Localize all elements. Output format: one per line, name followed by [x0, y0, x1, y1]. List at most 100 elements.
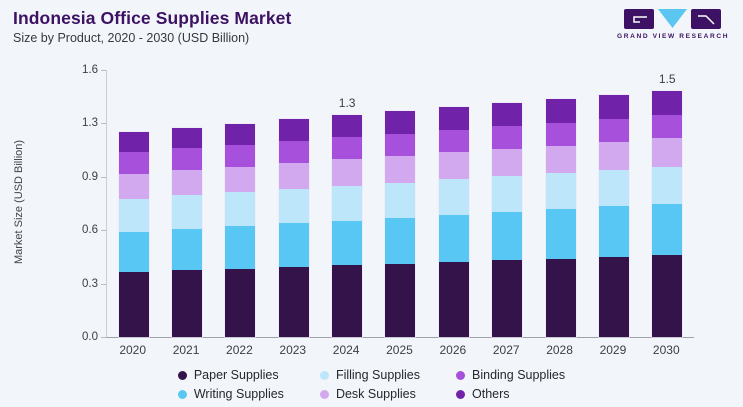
- y-tick-mark: [101, 230, 107, 232]
- bar-segment: [598, 141, 629, 170]
- bar-segment: [652, 166, 683, 204]
- bar-segment: [118, 198, 149, 232]
- legend-marker-icon: [456, 389, 466, 399]
- legend-label: Filling Supplies: [335, 368, 421, 382]
- legend-label: Others: [472, 387, 510, 401]
- bar-segment: [385, 156, 416, 183]
- bar-segment: [118, 151, 149, 174]
- x-tick-label: 2022: [226, 343, 253, 357]
- bar-segment: [438, 152, 469, 180]
- bar-group-2025: [374, 70, 427, 338]
- legend: Paper Supplies Filling Supplies Binding Su…: [0, 368, 743, 401]
- bar-value-label: 1.5: [658, 71, 676, 86]
- x-tick-label: 2028: [546, 343, 573, 357]
- legend-marker-icon: [319, 370, 329, 380]
- bar-segment: [278, 188, 309, 224]
- bar-segment: [598, 256, 629, 337]
- y-tick-mark: [101, 70, 107, 71]
- bar-segment: [385, 217, 416, 264]
- legend-label: Desk Supplies: [335, 387, 416, 401]
- bar-segment: [332, 185, 363, 221]
- brand-logo: GRAND VIEW RESEARCH: [617, 8, 729, 40]
- y-axis-title: Market Size (USD Billion): [13, 139, 25, 265]
- x-tick-label: 2021: [172, 343, 200, 357]
- bar-segment: [172, 270, 203, 337]
- bar-stack: [491, 102, 524, 338]
- bar-segment: [652, 90, 683, 116]
- bar-segment: [492, 148, 523, 177]
- bar-segment: [492, 176, 523, 213]
- gvr-logo-icon: [624, 9, 721, 29]
- bar-segment: [545, 209, 576, 259]
- legend-item: Filling Supplies: [319, 368, 421, 382]
- bar-group-2028: [534, 70, 587, 338]
- bar-segment: [332, 220, 363, 266]
- bar-segment: [598, 169, 629, 207]
- x-tick-label: 2025: [386, 343, 413, 357]
- bar-segment: [438, 129, 469, 153]
- bar-group-2027: [481, 70, 534, 338]
- y-tick-label: 0.3: [82, 277, 98, 290]
- x-tick-label: 2029: [599, 343, 627, 357]
- legend-item: Paper Supplies: [177, 368, 284, 382]
- bar-stack: [331, 114, 364, 338]
- bar-segment: [225, 192, 256, 227]
- bars-container: 1.3 1.5: [107, 70, 694, 339]
- legend-label: Binding Supplies: [472, 368, 566, 382]
- bar-value-label: 1.3: [338, 96, 356, 111]
- legend-marker-icon: [177, 370, 187, 380]
- bar-segment: [118, 231, 149, 272]
- bar-segment: [598, 206, 629, 257]
- bar-stack: [117, 130, 150, 339]
- bar-group-2020: [107, 70, 160, 339]
- legend-item: Binding Supplies: [456, 368, 565, 382]
- x-tick-label: 2026: [439, 343, 467, 357]
- bar-stack: [544, 98, 577, 338]
- bar-segment: [438, 179, 469, 215]
- legend-item: Writing Supplies: [177, 387, 284, 401]
- bar-segment: [278, 223, 309, 267]
- y-tick-mark: [101, 283, 107, 285]
- legend-marker-icon: [177, 389, 187, 399]
- x-axis-labels: 2020 2021 2022 2023 2024 2025 2026 2027 2028 2029…: [106, 343, 693, 357]
- bar-segment: [332, 137, 363, 160]
- bar-segment: [385, 133, 416, 157]
- bar-segment: [545, 258, 576, 337]
- bar-stack: [171, 126, 204, 339]
- y-tick-label: 1.3: [82, 117, 98, 130]
- x-tick-label: 2023: [279, 343, 307, 357]
- y-tick-label: 0.6: [82, 224, 98, 237]
- bar-segment: [225, 268, 256, 337]
- y-tick-mark: [101, 123, 107, 125]
- y-tick-mark: [101, 176, 107, 178]
- bar-segment: [438, 261, 469, 337]
- bar-segment: [278, 162, 309, 189]
- bar-segment: [332, 159, 363, 186]
- bar-segment: [172, 169, 203, 196]
- bar-segment: [172, 229, 203, 271]
- bar-group-2030: 1.5: [641, 70, 694, 339]
- legend-marker-icon: [319, 389, 329, 399]
- x-tick-label: 2027: [492, 343, 520, 357]
- bar-group-2021: [160, 70, 213, 339]
- bar-segment: [172, 148, 203, 170]
- y-tick-mark: [101, 337, 107, 338]
- bar-segment: [225, 166, 256, 193]
- bar-segment: [332, 115, 363, 138]
- bar-stack: [437, 106, 470, 338]
- bar-segment: [545, 145, 576, 174]
- bar-group-2022: [214, 70, 267, 339]
- bar-segment: [545, 122, 576, 146]
- bar-segment: [225, 226, 256, 269]
- bar-group-2024: 1.3: [320, 70, 373, 338]
- bar-segment: [278, 266, 309, 337]
- bar-segment: [225, 144, 256, 167]
- bar-segment: [492, 212, 523, 261]
- legend-marker-icon: [456, 370, 466, 380]
- bar-segment: [118, 271, 149, 337]
- bar-segment: [385, 263, 416, 337]
- bar-segment: [385, 182, 416, 218]
- bar-segment: [118, 131, 149, 152]
- bar-segment: [385, 111, 416, 134]
